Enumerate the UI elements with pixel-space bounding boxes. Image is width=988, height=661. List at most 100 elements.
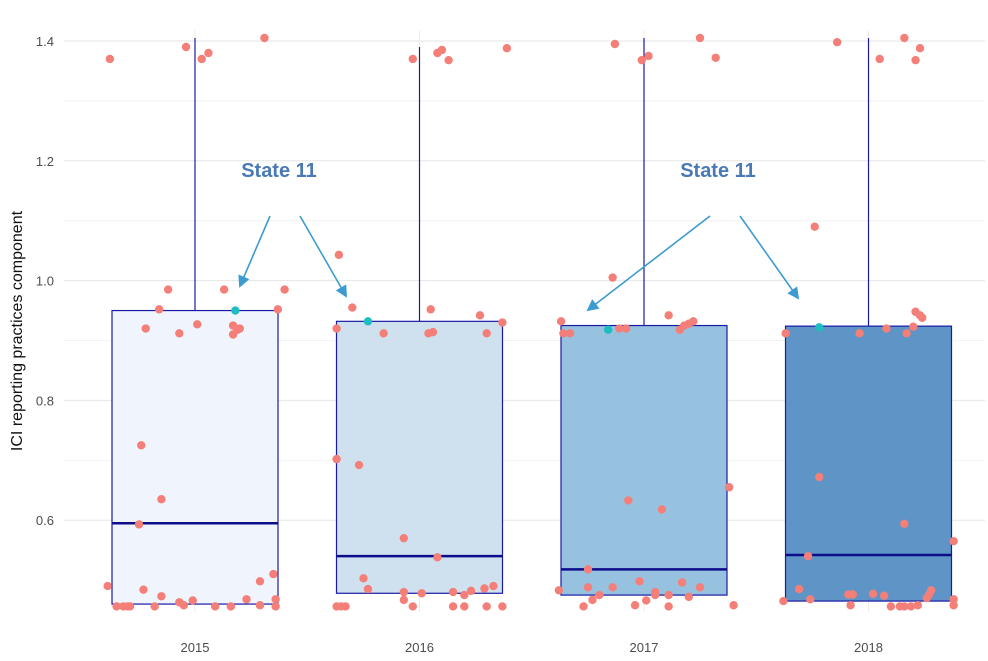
data-point [448, 587, 458, 597]
data-point [408, 602, 417, 611]
data-point [271, 602, 280, 611]
data-point [803, 551, 813, 561]
data-point [900, 33, 909, 43]
data-point [242, 595, 251, 604]
data-point [644, 51, 653, 61]
data-point [915, 43, 925, 53]
data-point [271, 595, 280, 604]
data-point [848, 590, 858, 599]
data-point [399, 587, 409, 597]
data-point [875, 54, 884, 64]
data-point [359, 574, 368, 583]
data-point [565, 329, 575, 338]
data-point [624, 496, 633, 505]
x-tick-label: 2016 [405, 640, 434, 655]
highlight-point-2017 [603, 325, 613, 334]
data-point [579, 602, 588, 611]
data-point [163, 285, 173, 294]
data-point [460, 590, 469, 600]
data-point [664, 602, 673, 611]
highlight-point-2015 [231, 306, 240, 315]
data-point [657, 505, 667, 514]
annotation-arrow [238, 215, 271, 288]
data-point [906, 602, 916, 611]
data-point [228, 330, 238, 339]
data-point [949, 536, 958, 546]
data-point [556, 317, 566, 326]
data-point [615, 324, 624, 333]
data-point [150, 602, 159, 611]
data-point [554, 586, 564, 595]
data-point [175, 329, 184, 338]
data-point [913, 601, 922, 610]
data-point [448, 602, 458, 611]
y-tick-label: 1.4 [36, 34, 54, 49]
data-point [255, 601, 265, 610]
data-point [879, 591, 889, 600]
data-point [630, 601, 640, 610]
data-point [695, 583, 705, 592]
data-point [882, 324, 891, 333]
data-point [341, 602, 350, 611]
data-point [141, 324, 150, 333]
x-tick-label: 2017 [630, 640, 659, 655]
annotation-arrow [299, 215, 347, 298]
data-point [204, 48, 213, 58]
data-point [806, 595, 815, 604]
data-point [724, 483, 734, 492]
data-point [832, 37, 842, 47]
data-point [399, 595, 409, 605]
data-point [621, 324, 631, 333]
data-point [583, 583, 593, 592]
data-point [348, 303, 357, 312]
data-point [637, 55, 646, 65]
data-point [664, 590, 673, 600]
data-point [193, 320, 202, 329]
data-point [588, 595, 597, 605]
data-point [417, 589, 426, 598]
data-point [684, 592, 693, 602]
jitter-points [103, 33, 958, 611]
data-point [334, 250, 344, 260]
annotations: State 11 State 11 [238, 160, 800, 312]
data-point [779, 596, 788, 606]
data-point [911, 55, 920, 65]
data-point [260, 33, 269, 43]
data-point [664, 311, 673, 320]
data-point [642, 596, 651, 605]
data-point [332, 454, 341, 464]
data-point [475, 311, 485, 320]
annotation-label: State 11 [241, 160, 317, 182]
box-2016 [335, 320, 504, 594]
highlight-point-2018 [815, 323, 824, 332]
data-point [408, 54, 417, 64]
data-point [137, 441, 146, 450]
y-axis-title: ICI reporting practices component [9, 210, 26, 451]
data-point [689, 317, 698, 326]
data-point [480, 584, 489, 593]
y-tick-label: 0.6 [36, 513, 54, 528]
data-point [112, 602, 121, 611]
data-point [608, 273, 617, 282]
data-point [363, 584, 373, 594]
data-point [179, 601, 188, 610]
annotation-arrow [586, 215, 711, 312]
data-point [399, 533, 409, 543]
data-point [280, 285, 289, 294]
data-point [482, 329, 491, 338]
data-point [157, 495, 166, 504]
data-point [498, 602, 507, 611]
data-point [502, 43, 512, 53]
data-point [226, 602, 236, 611]
data-point [949, 595, 958, 604]
box-2017 [560, 324, 728, 596]
y-tick-label: 1.2 [36, 154, 54, 169]
data-point [695, 33, 705, 43]
data-point [489, 581, 498, 591]
data-point [559, 329, 568, 338]
data-point [900, 519, 909, 528]
y-tick-label: 0.8 [36, 393, 54, 408]
x-tick-label: 2015 [181, 640, 210, 655]
